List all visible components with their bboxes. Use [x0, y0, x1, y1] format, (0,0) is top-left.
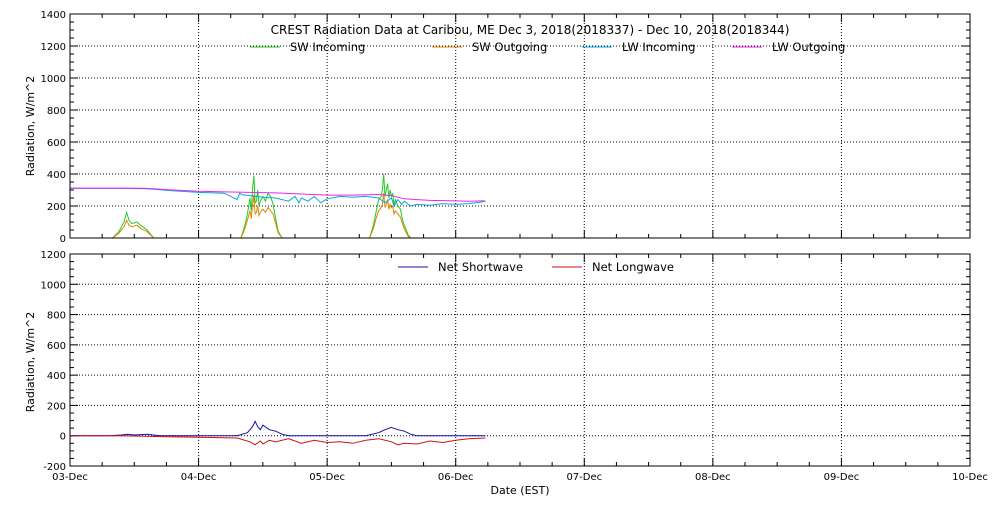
x-tick-label: 05-Dec	[309, 472, 345, 483]
sw-outgoing-legend-label: SW Outgoing	[472, 40, 547, 54]
top-y-axis-label: Radiation, W/m^2	[24, 76, 37, 177]
sw-incoming-series-line	[112, 173, 412, 239]
sw-incoming-legend-label: SW Incoming	[290, 40, 365, 54]
top-y-tick-label: 0	[60, 234, 66, 245]
net-longwave-series-line	[70, 435, 486, 446]
top-y-tick-label: 400	[47, 170, 66, 181]
lw-outgoing-series-line	[70, 187, 486, 202]
bottom-y-tick-label: 600	[47, 341, 66, 352]
x-tick-label: 03-Dec	[52, 472, 88, 483]
x-tick-label: 09-Dec	[824, 472, 860, 483]
bottom-y-tick-label: 1200	[41, 250, 66, 261]
x-tick-label: 07-Dec	[566, 472, 602, 483]
top-y-tick-label: 1200	[41, 42, 66, 53]
top-y-tick-label: 200	[47, 202, 66, 213]
x-tick-label: 06-Dec	[438, 472, 474, 483]
top-plot-frame	[69, 13, 971, 239]
top-y-tick-label: 800	[47, 106, 66, 117]
chart-title: CREST Radiation Data at Caribou, ME Dec …	[271, 23, 790, 37]
bottom-plot-frame	[69, 253, 971, 467]
bottom-y-tick-label: 200	[47, 401, 66, 412]
net-longwave-legend-label: Net Longwave	[592, 260, 674, 274]
net-shortwave-series-line	[70, 420, 486, 437]
bottom-y-tick-label: 400	[47, 371, 66, 382]
bottom-y-tick-label: -200	[43, 462, 66, 473]
bottom-y-axis-label: Radiation, W/m^2	[24, 312, 37, 413]
bottom-y-tick-label: 0	[60, 432, 66, 443]
x-tick-label: 08-Dec	[695, 472, 731, 483]
x-tick-label: 10-Dec	[952, 472, 988, 483]
lw-incoming-series-line	[70, 187, 486, 208]
top-panel: CREST Radiation Data at Caribou, ME Dec …	[24, 10, 971, 245]
bottom-y-tick-label: 800	[47, 311, 66, 322]
lw-incoming-legend-label: LW Incoming	[622, 40, 695, 54]
top-y-tick-label: 1000	[41, 74, 66, 85]
net-shortwave-legend-label: Net Shortwave	[438, 260, 523, 274]
bottom-y-tick-label: 1000	[41, 280, 66, 291]
sw-outgoing-series-line	[112, 193, 411, 239]
top-y-tick-label: 600	[47, 138, 66, 149]
x-tick-label: 04-Dec	[181, 472, 217, 483]
x-axis-label: Date (EST)	[490, 484, 549, 497]
bottom-panel: Radiation, W/m^2 Date (EST) -200 0 200 400 6…	[24, 250, 988, 497]
lw-outgoing-legend-label: LW Outgoing	[772, 40, 845, 54]
top-y-tick-label: 1400	[41, 10, 66, 21]
